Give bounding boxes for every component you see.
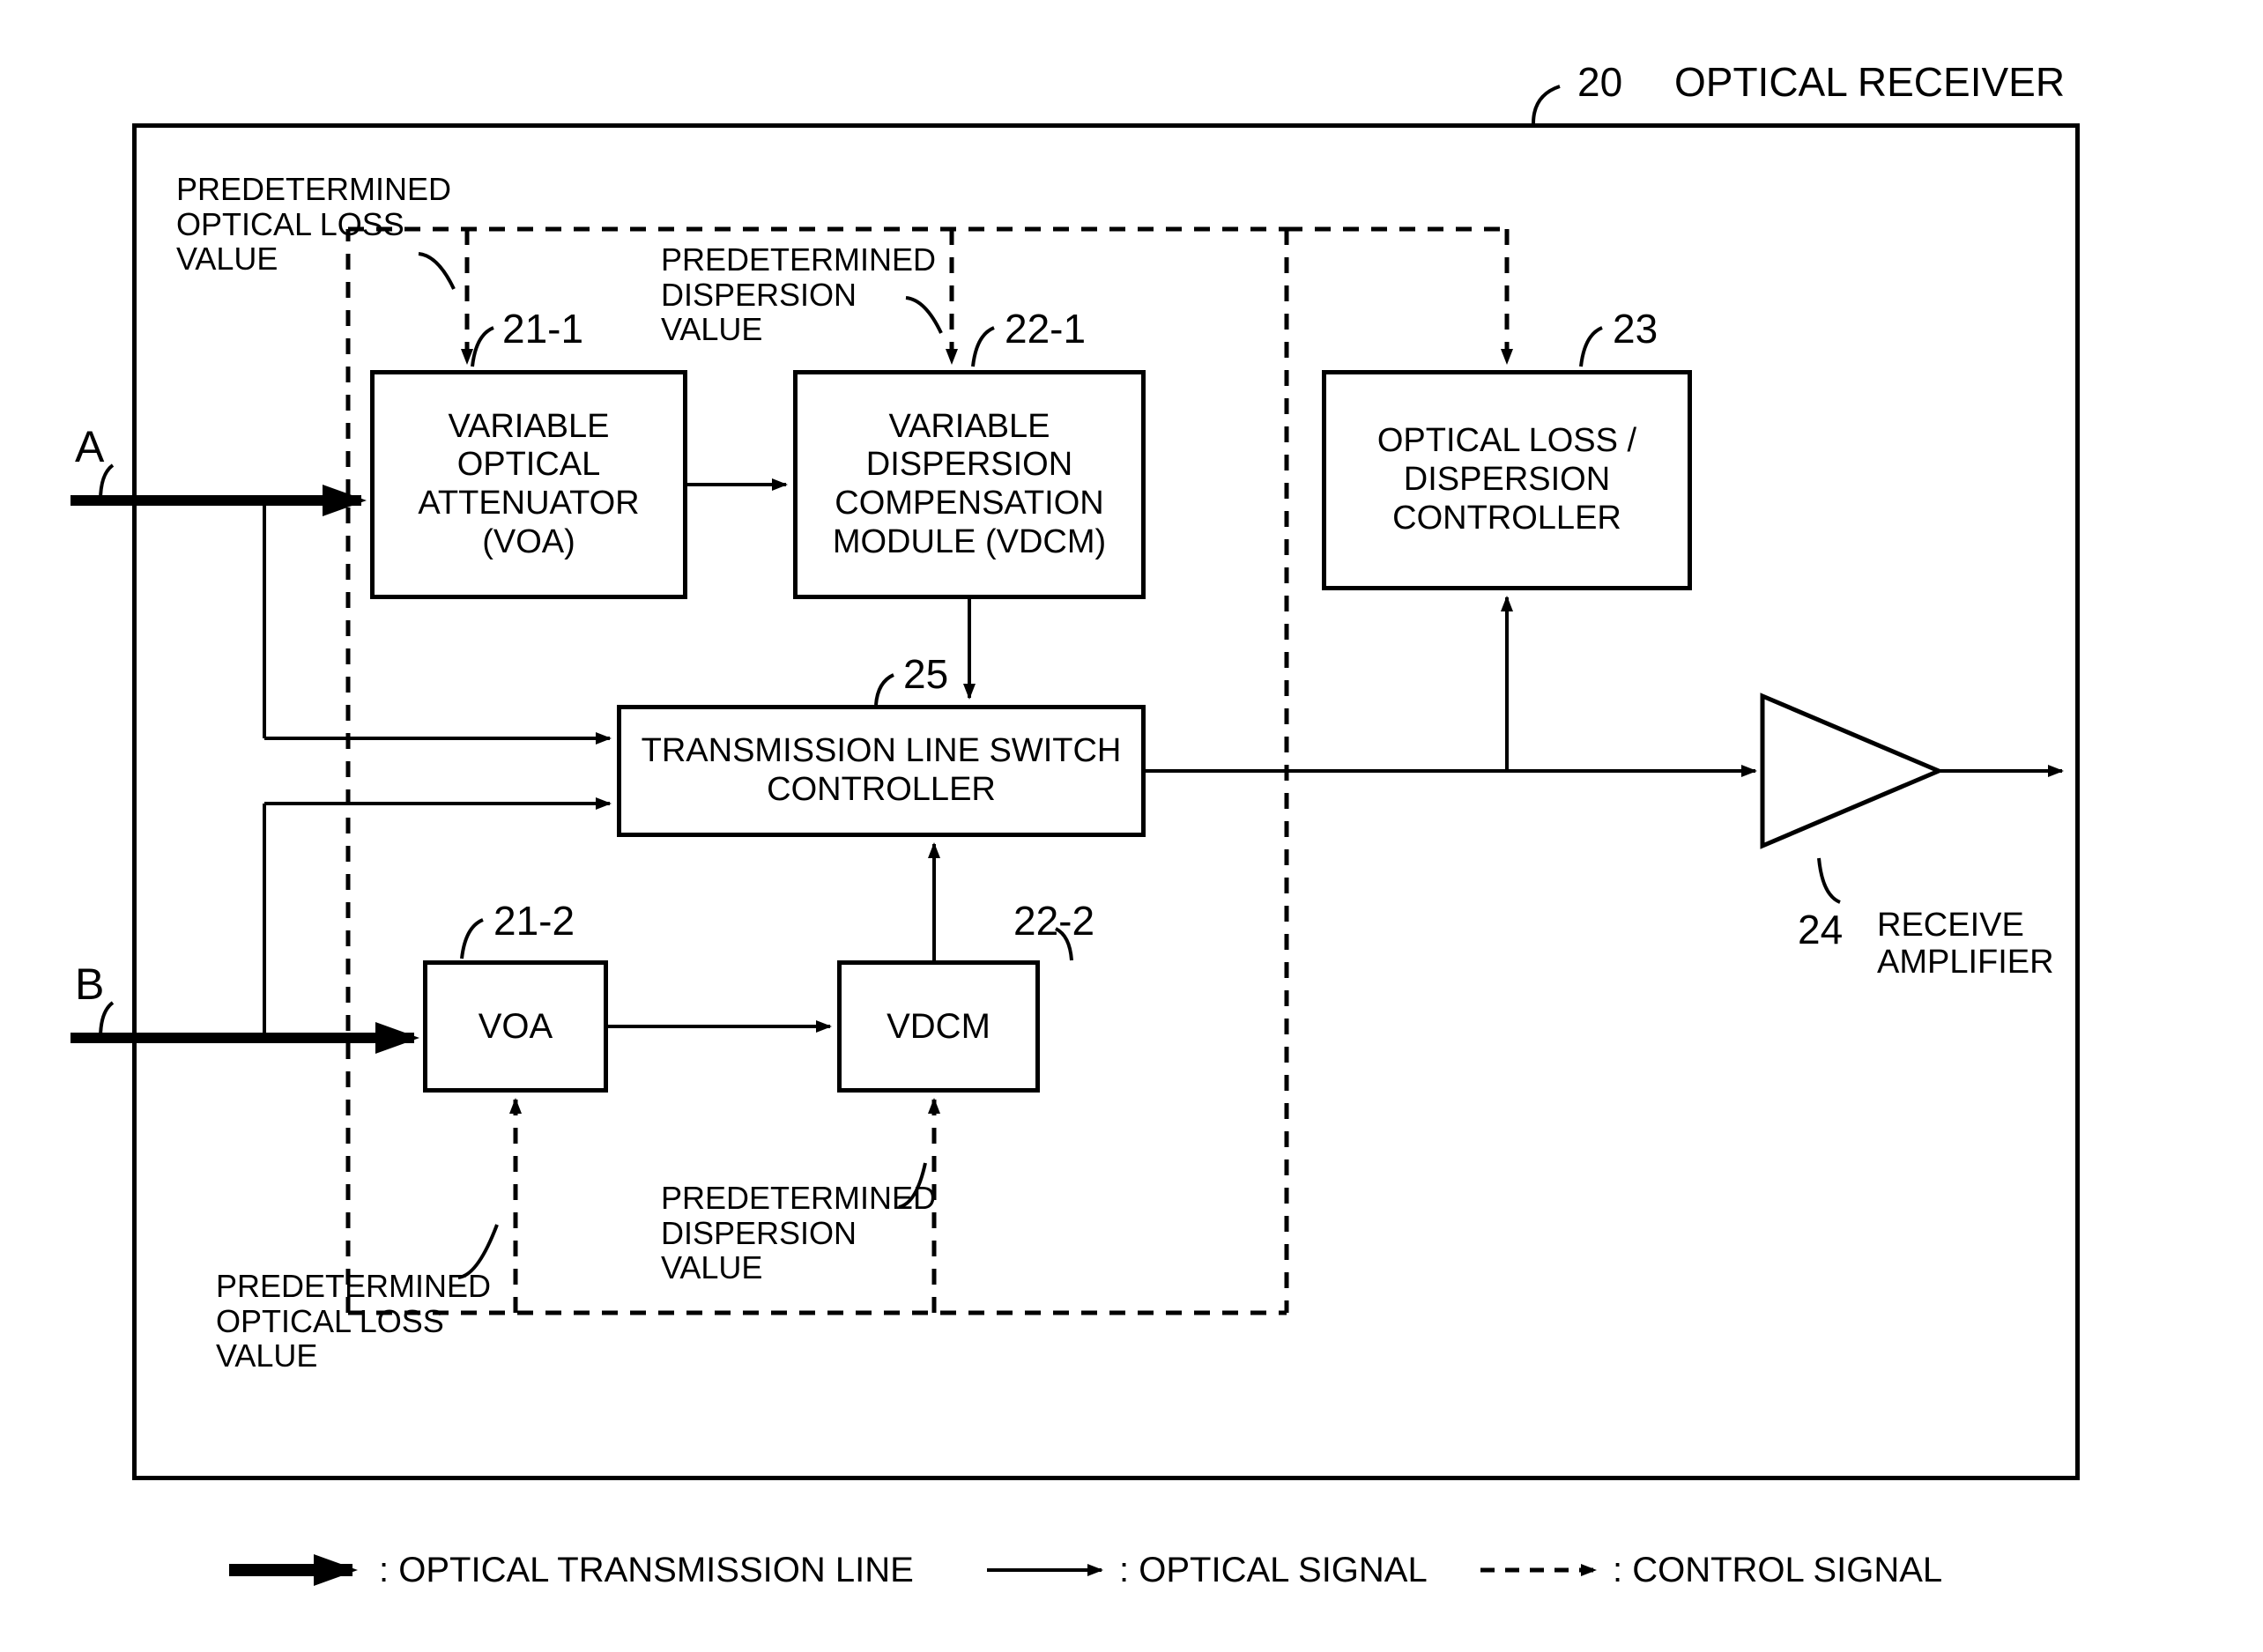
legend-ctrl-signal: : CONTROL SIGNAL (1613, 1551, 1942, 1590)
controller-block: OPTICAL LOSS / DISPERSION CONTROLLER (1322, 370, 1692, 590)
ref-21-2: 21-2 (493, 899, 575, 944)
vdcm1-block: VARIABLE DISPERSION COMPENSATION MODULE … (793, 370, 1146, 599)
diagram-root: OPTICAL RECEIVER 20 VARIABLE OPTICAL ATT… (0, 0, 2263, 1652)
voa2-block: VOA (423, 960, 608, 1093)
pred-loss-2: PREDETERMINED OPTICAL LOSS VALUE (216, 1269, 491, 1374)
voa1-block: VARIABLE OPTICAL ATTENUATOR (VOA) (370, 370, 687, 599)
legend-opt-trans: : OPTICAL TRANSMISSION LINE (379, 1551, 914, 1590)
ref-25: 25 (903, 652, 948, 697)
legend-opt-signal: : OPTICAL SIGNAL (1119, 1551, 1428, 1590)
ref-21-1: 21-1 (502, 307, 583, 352)
ref-24: 24 (1798, 907, 1843, 952)
pred-disp-2: PREDETERMINED DISPERSION VALUE (661, 1181, 936, 1285)
ref-22-2: 22-2 (1013, 899, 1094, 944)
receiver-title: OPTICAL RECEIVER (1674, 60, 2065, 105)
amp-label: RECEIVE AMPLIFIER (1877, 907, 2054, 982)
vdcm2-block: VDCM (837, 960, 1040, 1093)
input-b-label: B (75, 960, 104, 1009)
input-a-label: A (75, 423, 104, 471)
pred-loss-1: PREDETERMINED OPTICAL LOSS VALUE (176, 172, 451, 277)
ref-20: 20 (1577, 60, 1622, 105)
pred-disp-1: PREDETERMINED DISPERSION VALUE (661, 242, 936, 347)
ref-22-1: 22-1 (1005, 307, 1086, 352)
switch-block: TRANSMISSION LINE SWITCH CONTROLLER (617, 705, 1146, 837)
ref-23: 23 (1613, 307, 1658, 352)
